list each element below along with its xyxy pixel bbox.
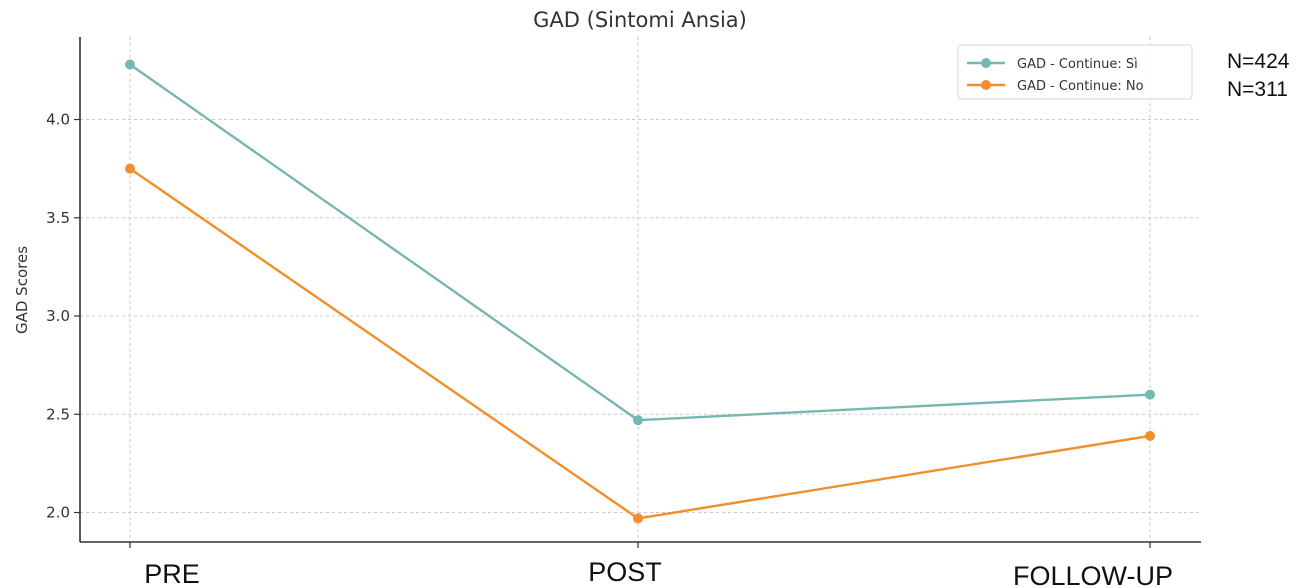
legend-label: GAD - Continue: Sì — [1017, 57, 1138, 72]
annotation-n-no: N=311 — [1227, 78, 1288, 101]
legend-label: GAD - Continue: No — [1017, 79, 1144, 94]
legend: GAD - Continue: Sì GAD - Continue: No — [957, 44, 1193, 100]
y-tick-label: 4.0 — [46, 111, 70, 129]
data-point — [1145, 430, 1155, 441]
legend-marker — [981, 80, 991, 90]
y-tick-label: 2.0 — [46, 504, 70, 522]
x-tick-label: PRE — [144, 559, 200, 588]
y-tick-label: 3.5 — [46, 209, 70, 227]
legend-marker — [981, 58, 991, 68]
y-tick-label: 3.0 — [46, 307, 70, 325]
annotation-n-si: N=424 — [1227, 50, 1290, 73]
x-tick-label: POST — [588, 557, 662, 587]
series-line — [129, 167, 1151, 520]
data-point — [633, 513, 643, 524]
chart-title: GAD (Sintomi Ansia) — [533, 8, 747, 32]
legend-entries: GAD - Continue: Sì GAD - Continue: No — [967, 57, 1144, 94]
grid — [80, 37, 1201, 542]
data-point — [633, 415, 643, 426]
data-point — [125, 59, 135, 70]
x-tick-label: FOLLOW-UP — [1013, 561, 1173, 588]
y-axis-label: GAD Scores — [13, 246, 31, 334]
axes — [79, 37, 1201, 543]
y-tick-label: 2.5 — [46, 405, 70, 423]
legend-box — [957, 44, 1193, 100]
x-ticks: PRE POST FOLLOW-UP — [129, 542, 1173, 588]
series — [125, 59, 1155, 524]
y-ticks: 2.0 2.5 3.0 3.5 4.0 — [46, 111, 80, 522]
data-point — [125, 163, 135, 174]
series-line — [129, 63, 1151, 422]
data-point — [1145, 389, 1155, 400]
annotations: N=424 N=311 — [1227, 50, 1290, 101]
